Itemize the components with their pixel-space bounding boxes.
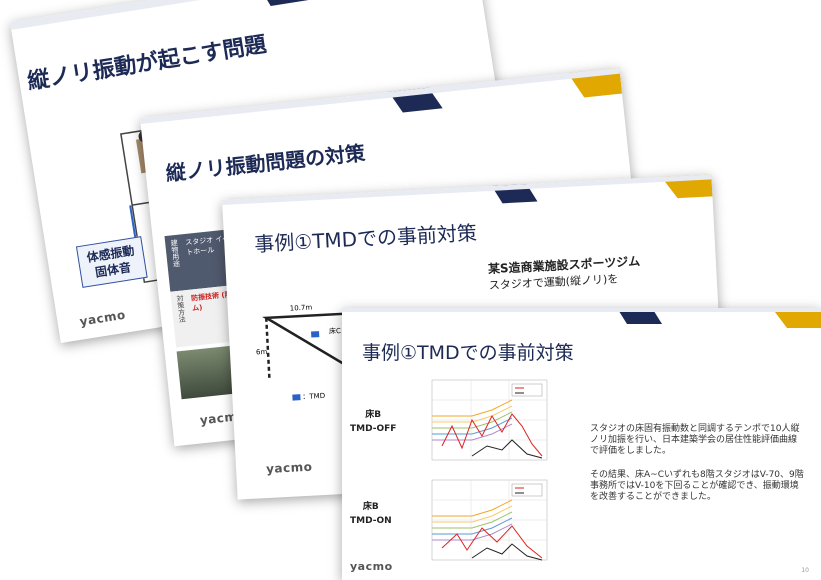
floor-name: 床B [362, 502, 379, 512]
company-logo: yacmo [265, 459, 313, 477]
slide-title: 事例①TMDでの事前対策 [362, 342, 574, 364]
vibration-graph-on [431, 479, 548, 561]
floor-b-on-label: 床B TMD-ON [350, 500, 392, 528]
vibration-graph-off [431, 379, 548, 461]
company-logo: yacmo [78, 307, 127, 329]
slide-case-results: 事例①TMDでの事前対策 床B TMD-OFF 床B TMD-ON [342, 308, 821, 580]
tmd-legend: ：TMD [302, 391, 326, 402]
row-label: 対策方法 [175, 294, 187, 324]
page-number: 10 [801, 567, 809, 574]
plan-depth-label: 6m [255, 347, 268, 357]
slide-title: 縦ノリ振動問題の対策 [164, 140, 367, 186]
row-label: 建物用途 [169, 238, 181, 268]
result-description-1: スタジオの床固有振動数と同調するテンポで10人縦ノリ加振を行い、日本建築学会の居… [590, 424, 800, 456]
slide-title: 縦ノリ振動が起こす問題 [25, 32, 269, 95]
tmd-state: TMD-ON [350, 516, 392, 526]
floor-b-off-label: 床B TMD-OFF [350, 408, 396, 436]
slide-title: 事例①TMDでの事前対策 [253, 220, 478, 257]
plan-width-label: 10.7m [289, 303, 313, 313]
tmd-state: TMD-OFF [350, 424, 397, 434]
plan-floor-label: 床C [328, 326, 342, 336]
case-subtitle: 某S造商業施設スポーツジム スタジオで運動(縦ノリ)を [488, 252, 642, 293]
company-logo: yacmo [350, 560, 393, 573]
floor-name: 床B [365, 410, 382, 420]
result-description-2: その結果、床A~Cいずれも8階スタジオはV-70、9階事務所ではV-10を下回る… [590, 470, 804, 502]
